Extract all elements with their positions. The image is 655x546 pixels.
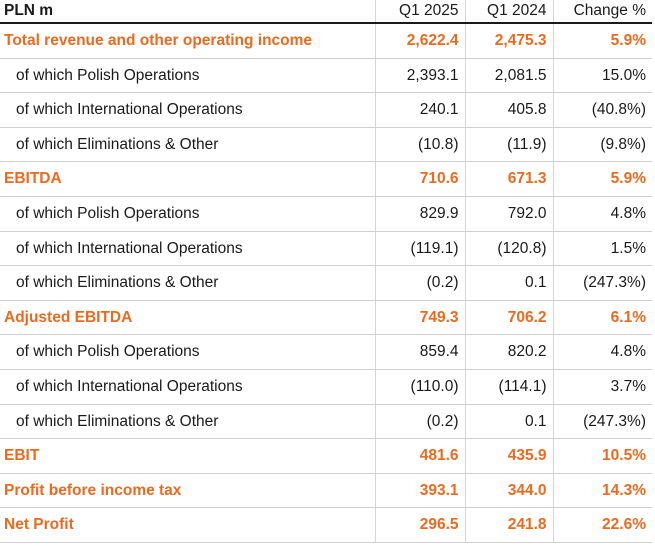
table-row: of which Eliminations & Other (0.2) 0.1 …: [0, 265, 652, 301]
value-change: 14.3%: [552, 473, 652, 509]
value-q1-2024: 2,475.3: [464, 23, 553, 59]
row-label: of which International Operations: [0, 369, 375, 405]
value-q1-2024: 792.0: [464, 196, 553, 232]
table-row: of which International Operations (110.0…: [0, 369, 652, 405]
value-q1-2025: (119.1): [374, 231, 465, 267]
header-row: PLN m Q1 2025 Q1 2024 Change %: [0, 0, 652, 24]
header-change: Change %: [552, 0, 652, 24]
value-q1-2024: 344.0: [464, 473, 553, 509]
value-q1-2024: 241.8: [464, 507, 553, 543]
value-q1-2024: 820.2: [464, 334, 553, 370]
value-change: 5.9%: [552, 161, 652, 197]
row-label: Profit before income tax: [0, 473, 375, 509]
value-change: 3.7%: [552, 369, 652, 405]
value-q1-2025: 2,393.1: [374, 58, 465, 94]
header-unit-label: PLN m: [0, 0, 375, 24]
value-q1-2024: 2,081.5: [464, 58, 553, 94]
value-q1-2024: 435.9: [464, 438, 553, 474]
table-row: EBIT 481.6 435.9 10.5%: [0, 438, 652, 474]
row-label: of which Eliminations & Other: [0, 127, 375, 163]
value-change: (247.3%): [552, 404, 652, 440]
value-q1-2025: 859.4: [374, 334, 465, 370]
value-q1-2024: (11.9): [464, 127, 553, 163]
header-q1-2024: Q1 2024: [464, 0, 553, 24]
value-q1-2024: 0.1: [464, 404, 553, 440]
value-q1-2025: (110.0): [374, 369, 465, 405]
value-change: (40.8%): [552, 92, 652, 128]
table-row: Adjusted EBITDA 749.3 706.2 6.1%: [0, 300, 652, 336]
row-label: of which Eliminations & Other: [0, 265, 375, 301]
value-q1-2025: 481.6: [374, 438, 465, 474]
value-change: 6.1%: [552, 300, 652, 336]
value-q1-2025: 2,622.4: [374, 23, 465, 59]
value-q1-2024: (120.8): [464, 231, 553, 267]
value-q1-2025: (0.2): [374, 265, 465, 301]
value-q1-2024: 706.2: [464, 300, 553, 336]
table-row: of which Polish Operations 859.4 820.2 4…: [0, 334, 652, 370]
value-change: (247.3%): [552, 265, 652, 301]
row-label: Net Profit: [0, 507, 375, 543]
row-label: of which Eliminations & Other: [0, 404, 375, 440]
value-change: 5.9%: [552, 23, 652, 59]
row-label: of which Polish Operations: [0, 58, 375, 94]
value-change: 4.8%: [552, 196, 652, 232]
value-change: 1.5%: [552, 231, 652, 267]
value-q1-2024: (114.1): [464, 369, 553, 405]
table-row: of which Polish Operations 2,393.1 2,081…: [0, 58, 652, 94]
row-label: Adjusted EBITDA: [0, 300, 375, 336]
value-q1-2025: 393.1: [374, 473, 465, 509]
value-q1-2025: 710.6: [374, 161, 465, 197]
value-q1-2025: 829.9: [374, 196, 465, 232]
value-q1-2025: (10.8): [374, 127, 465, 163]
table-row: Profit before income tax 393.1 344.0 14.…: [0, 473, 652, 509]
table-row: of which International Operations 240.1 …: [0, 92, 652, 128]
header-q1-2025: Q1 2025: [374, 0, 465, 24]
value-change: 15.0%: [552, 58, 652, 94]
row-label: of which International Operations: [0, 231, 375, 267]
table-row: of which Eliminations & Other (10.8) (11…: [0, 127, 652, 163]
row-label: EBITDA: [0, 161, 375, 197]
value-change: 10.5%: [552, 438, 652, 474]
table-row: Net Profit 296.5 241.8 22.6%: [0, 507, 652, 543]
table-row: of which Polish Operations 829.9 792.0 4…: [0, 196, 652, 232]
table-row: of which International Operations (119.1…: [0, 231, 652, 267]
row-label: of which Polish Operations: [0, 196, 375, 232]
row-label: of which Polish Operations: [0, 334, 375, 370]
value-q1-2025: 296.5: [374, 507, 465, 543]
value-q1-2024: 405.8: [464, 92, 553, 128]
value-q1-2024: 0.1: [464, 265, 553, 301]
table-row: Total revenue and other operating income…: [0, 23, 652, 59]
value-change: 22.6%: [552, 507, 652, 543]
row-label: Total revenue and other operating income: [0, 23, 375, 59]
value-q1-2025: 749.3: [374, 300, 465, 336]
table-header: PLN m Q1 2025 Q1 2024 Change %: [0, 0, 652, 24]
value-change: 4.8%: [552, 334, 652, 370]
table-body: Total revenue and other operating income…: [0, 23, 652, 543]
value-change: (9.8%): [552, 127, 652, 163]
value-q1-2025: 240.1: [374, 92, 465, 128]
value-q1-2024: 671.3: [464, 161, 553, 197]
row-label: of which International Operations: [0, 92, 375, 128]
table-row: of which Eliminations & Other (0.2) 0.1 …: [0, 404, 652, 440]
table-row: EBITDA 710.6 671.3 5.9%: [0, 161, 652, 197]
row-label: EBIT: [0, 438, 375, 474]
value-q1-2025: (0.2): [374, 404, 465, 440]
